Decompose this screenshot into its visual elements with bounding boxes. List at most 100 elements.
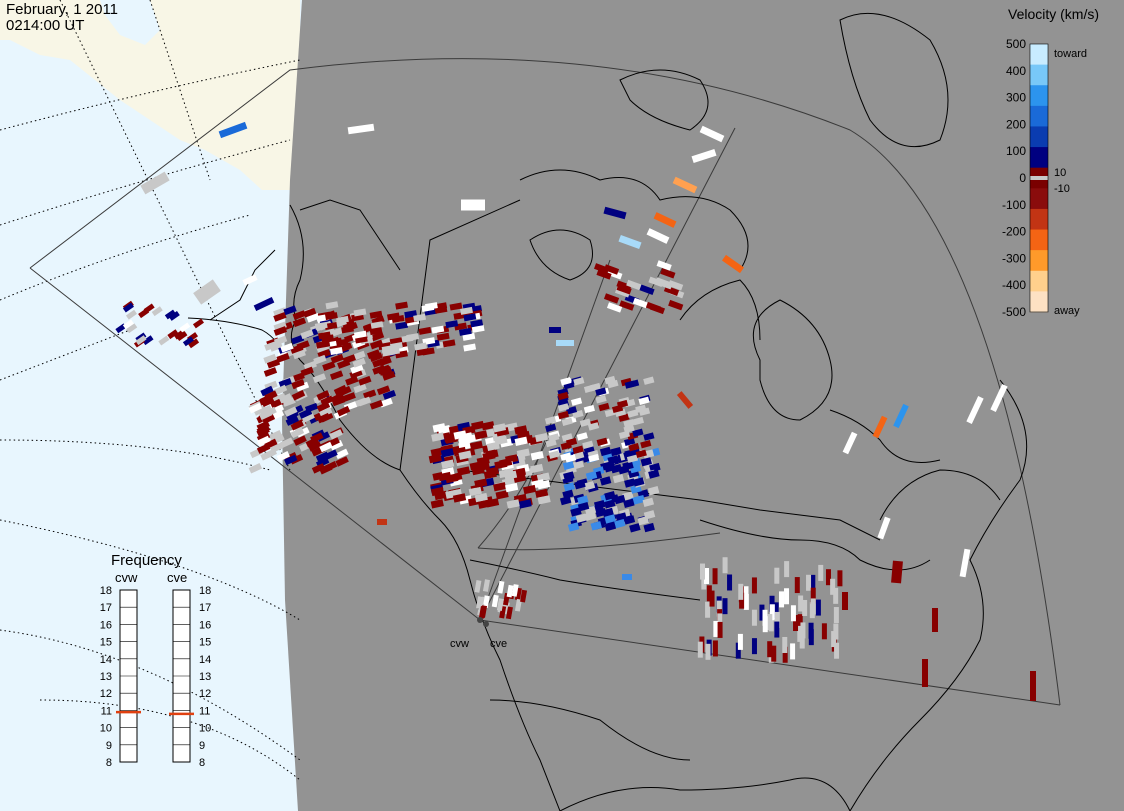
colorbar-ticks: 500 400 300 200 100 0 -100 -200 -300 -400 -500 [1002, 37, 1026, 319]
colorbar-segment [1030, 208, 1048, 231]
velocity-cell [563, 471, 575, 481]
velocity-cell [603, 293, 620, 304]
colorbar-segment [1030, 64, 1048, 86]
colorbar-segment [1030, 44, 1048, 66]
velocity-cell [560, 377, 572, 386]
velocity-cell [323, 461, 338, 472]
velocity-cell [595, 395, 607, 404]
velocity-cell [535, 488, 549, 499]
velocity-cell [635, 404, 647, 413]
velocity-cell [305, 437, 320, 448]
velocity-cell [430, 486, 445, 497]
velocity-cell [424, 302, 438, 311]
velocity-cell [321, 334, 334, 343]
velocity-cell [676, 391, 694, 409]
velocity-cell [140, 171, 170, 195]
velocity-cell [303, 307, 317, 318]
velocity-cell [516, 448, 530, 458]
colorbar-zero-band [1030, 176, 1048, 180]
velocity-cell [182, 336, 194, 347]
velocity-cell [342, 354, 356, 365]
velocity-cell [762, 616, 768, 633]
velocity-cell [273, 384, 288, 396]
velocity-cell [825, 569, 831, 586]
velocity-cell [463, 343, 477, 352]
velocity-cell [261, 413, 276, 425]
frequency-tick-left: 15 [100, 637, 112, 649]
velocity-cell [643, 376, 655, 385]
velocity-cell [699, 563, 705, 580]
velocity-cell [506, 584, 514, 598]
velocity-cell [126, 323, 138, 334]
frequency-tick-left: 8 [106, 757, 112, 769]
colorbar-segment [1030, 126, 1048, 148]
velocity-cell [557, 403, 570, 412]
velocity-cell [593, 499, 606, 510]
colorbar-tick-label: 300 [1006, 91, 1026, 105]
velocity-cell [577, 495, 589, 505]
colorbar-segment [1030, 270, 1048, 292]
velocity-cell [549, 327, 561, 333]
velocity-cell [738, 583, 744, 600]
velocity-cell [122, 319, 134, 330]
velocity-cell [514, 598, 522, 612]
velocity-cell [461, 199, 485, 211]
velocity-cell [767, 614, 773, 631]
velocity-cell [460, 306, 473, 315]
velocity-cell [623, 498, 635, 508]
velocity-cell [548, 433, 560, 442]
velocity-cell [367, 349, 381, 359]
velocity-cell [790, 643, 796, 660]
velocity-cell [722, 557, 728, 574]
velocity-cell [774, 567, 780, 584]
velocity-cell [794, 577, 800, 594]
velocity-cell [727, 574, 733, 591]
velocity-cell [624, 478, 636, 488]
velocity-cell [390, 341, 403, 350]
velocity-cell [352, 350, 366, 361]
velocity-cell [588, 453, 600, 463]
frequency-tick-left: 10 [100, 723, 112, 735]
velocity-cell [966, 396, 984, 424]
velocity-cell [810, 587, 816, 604]
velocity-cell [329, 370, 344, 381]
velocity-cell [431, 432, 445, 442]
velocity-cell [370, 331, 385, 342]
velocity-cell [414, 342, 427, 351]
frequency-gridlines [120, 589, 190, 763]
frequency-tick-left: 14 [100, 654, 112, 666]
velocity-cell [622, 574, 632, 580]
velocity-cell [706, 585, 712, 602]
velocity-cell [349, 369, 363, 379]
velocity-cell [573, 377, 585, 386]
velocity-cell [798, 595, 804, 612]
velocity-cell [284, 406, 298, 417]
velocity-cell [462, 332, 476, 341]
velocity-cell [468, 486, 482, 497]
colorbar-segment [1030, 250, 1048, 272]
velocity-cell [273, 311, 287, 322]
velocity-cell [782, 646, 788, 663]
velocity-cell [256, 435, 271, 447]
velocity-cell [537, 495, 551, 505]
velocity-cell [647, 485, 660, 496]
velocity-cell [582, 440, 594, 450]
velocity-cell [350, 363, 364, 374]
velocity-cell [329, 440, 344, 451]
velocity-cell [477, 499, 492, 509]
velocity-cell [612, 473, 625, 484]
velocity-cell [604, 491, 616, 501]
velocity-cell [628, 442, 640, 452]
velocity-cell [577, 502, 590, 512]
bering-land [100, 0, 160, 45]
velocity-cell [1030, 671, 1036, 701]
velocity-cell [932, 608, 938, 632]
velocity-cell [769, 595, 775, 612]
velocity-cell [583, 384, 596, 393]
velocity-cell [377, 519, 387, 525]
colorbar-tick-label: 500 [1006, 37, 1026, 51]
velocity-cell [418, 326, 432, 335]
velocity-cell [615, 512, 627, 522]
frequency-tick-right: 8 [199, 757, 205, 769]
velocity-cell [158, 335, 170, 346]
